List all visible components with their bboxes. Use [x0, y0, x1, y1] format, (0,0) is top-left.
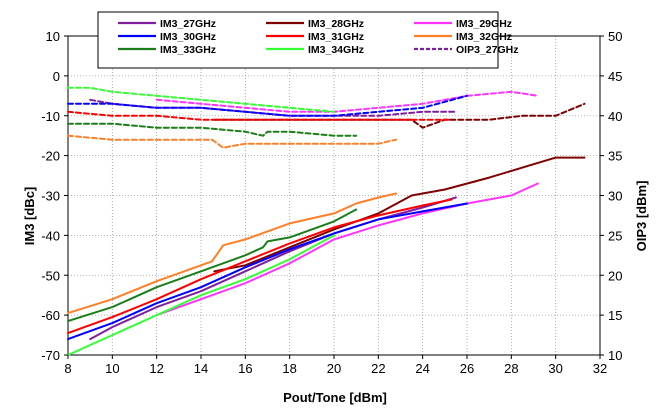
series-im3-27ghz	[89, 196, 457, 341]
y-left-tick-label: 0	[53, 69, 60, 84]
series-im3-33ghz	[67, 208, 358, 323]
legend-label: IM3_27GHz	[160, 18, 216, 30]
x-tick-label: 12	[149, 361, 163, 376]
y-right-tick-label: 10	[608, 348, 622, 363]
y-right-tick-label: 50	[608, 29, 622, 44]
series-oip3-30ghz	[67, 94, 468, 117]
legend-label: IM3_29GHz	[456, 18, 512, 30]
legend-label: IM3_34GHz	[308, 44, 364, 56]
y-right-tick-label: 20	[608, 268, 622, 283]
y-left-tick-label: -70	[41, 348, 60, 363]
x-tick-label: 16	[238, 361, 252, 376]
axes-layer: 8 10 12 14 16 18 20 22 24 26 28 30 32100-10-20-30-40…	[41, 29, 622, 376]
legend-label: OIP3_27GHz	[456, 44, 518, 56]
y-left-tick-label: -20	[41, 149, 60, 164]
x-tick-label: 18	[282, 361, 296, 376]
x-tick-label: 8	[64, 361, 71, 376]
series-oip3-28ghz	[213, 102, 586, 129]
legend-box	[97, 11, 499, 69]
x-tick-label: 32	[593, 361, 607, 376]
y-right-tick-label: 45	[608, 69, 622, 84]
x-tick-label: 22	[371, 361, 385, 376]
series-im3-28ghz	[213, 156, 586, 273]
y-left-tick-label: -50	[41, 268, 60, 283]
series-layer	[67, 86, 586, 356]
legend-label: IM3_30GHz	[160, 31, 216, 43]
y-left-tick-label: 10	[46, 29, 60, 44]
y-left-tick-label: -30	[41, 189, 60, 204]
y-axis-right-label: OIP3 [dBm]	[634, 181, 649, 252]
x-axis-label: Pout/Tone [dBm]	[283, 390, 387, 405]
series-im3-32ghz	[67, 192, 398, 315]
series-oip3-33ghz	[67, 122, 358, 137]
legend-label: IM3_31GHz	[308, 31, 364, 43]
series-im3-34ghz	[67, 234, 335, 356]
y-right-tick-label: 15	[608, 308, 622, 323]
x-tick-label: 10	[105, 361, 119, 376]
x-tick-label: 28	[504, 361, 518, 376]
legend-label: IM3_32GHz	[456, 31, 512, 43]
series-oip3-29ghz	[155, 90, 539, 113]
series-oip3-34ghz	[67, 86, 335, 113]
x-tick-label: 30	[548, 361, 562, 376]
series-im3-29ghz	[155, 182, 539, 317]
series-oip3-31ghz	[67, 110, 453, 121]
legend-label: IM3_28GHz	[308, 18, 364, 30]
x-tick-label: 20	[327, 361, 341, 376]
y-right-tick-label: 35	[608, 149, 622, 164]
legend-label: IM3_33GHz	[160, 44, 216, 56]
x-tick-label: 24	[415, 361, 429, 376]
x-tick-label: 26	[460, 361, 474, 376]
series-oip3-32ghz	[67, 134, 398, 149]
series-im3-31ghz	[67, 198, 453, 335]
y-left-tick-label: -40	[41, 228, 60, 243]
y-right-tick-label: 25	[608, 228, 622, 243]
x-tick-label: 14	[194, 361, 208, 376]
y-right-tick-label: 30	[608, 189, 622, 204]
series-im3-30ghz	[67, 202, 468, 341]
y-axis-left-label: IM3 [dBc]	[22, 187, 37, 246]
y-left-tick-label: -60	[41, 308, 60, 323]
y-right-tick-label: 40	[608, 109, 622, 124]
y-left-tick-label: -10	[41, 109, 60, 124]
